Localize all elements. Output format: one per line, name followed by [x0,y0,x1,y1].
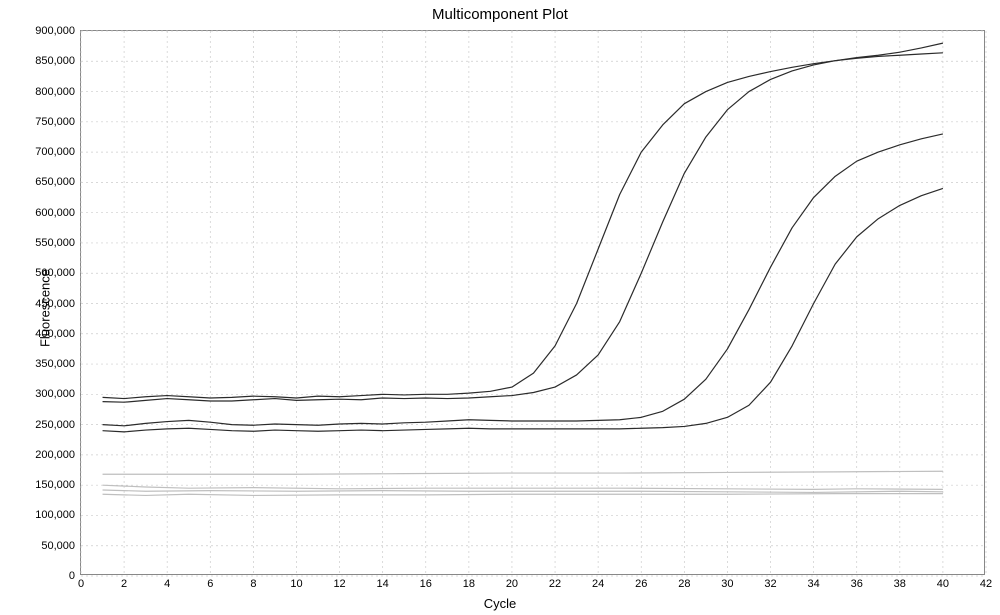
x-tick-label: 42 [980,578,992,590]
series-curve-d [103,188,943,431]
series-baseline-bot [103,494,943,496]
series-curve-a [103,43,943,398]
y-tick-label: 50,000 [41,540,75,552]
x-tick-label: 26 [635,578,647,590]
y-tick-label: 600,000 [35,207,75,219]
y-tick-label: 250,000 [35,419,75,431]
x-tick-label: 40 [937,578,949,590]
y-tick-label: 800,000 [35,86,75,98]
x-tick-label: 0 [78,578,84,590]
x-tick-label: 30 [721,578,733,590]
x-tick-label: 14 [377,578,389,590]
x-tick-label: 10 [290,578,302,590]
x-tick-label: 6 [207,578,213,590]
y-tick-label: 100,000 [35,509,75,521]
y-tick-label: 450,000 [35,298,75,310]
y-tick-label: 400,000 [35,328,75,340]
plot-svg [81,31,986,576]
y-tick-label: 0 [69,570,75,582]
y-tick-label: 300,000 [35,388,75,400]
x-tick-label: 8 [250,578,256,590]
x-axis-label: Cycle [0,596,1000,611]
y-tick-label: 150,000 [35,479,75,491]
x-tick-label: 20 [506,578,518,590]
x-tick-label: 12 [333,578,345,590]
x-tick-label: 32 [764,578,776,590]
y-tick-label: 550,000 [35,237,75,249]
series-baseline-mid-2 [103,490,943,492]
x-tick-label: 24 [592,578,604,590]
chart-container: Multicomponent Plot Fluorescence Cycle 0… [0,0,1000,615]
y-tick-label: 500,000 [35,267,75,279]
x-tick-label: 4 [164,578,170,590]
series-baseline-mid-1 [103,485,943,489]
x-tick-label: 22 [549,578,561,590]
chart-title: Multicomponent Plot [0,6,1000,23]
x-tick-label: 36 [851,578,863,590]
series-baseline-top [103,471,943,474]
y-tick-label: 650,000 [35,176,75,188]
x-tick-label: 28 [678,578,690,590]
x-tick-label: 16 [420,578,432,590]
x-tick-label: 18 [463,578,475,590]
y-tick-label: 350,000 [35,358,75,370]
y-tick-label: 700,000 [35,146,75,158]
series-curve-c [103,134,943,426]
series-curve-b [103,53,943,402]
plot-area: 050,000100,000150,000200,000250,000300,0… [80,30,985,575]
x-tick-label: 38 [894,578,906,590]
y-tick-label: 750,000 [35,116,75,128]
x-tick-label: 2 [121,578,127,590]
y-tick-label: 200,000 [35,449,75,461]
y-tick-label: 850,000 [35,55,75,67]
y-tick-label: 900,000 [35,25,75,37]
x-tick-label: 34 [807,578,819,590]
